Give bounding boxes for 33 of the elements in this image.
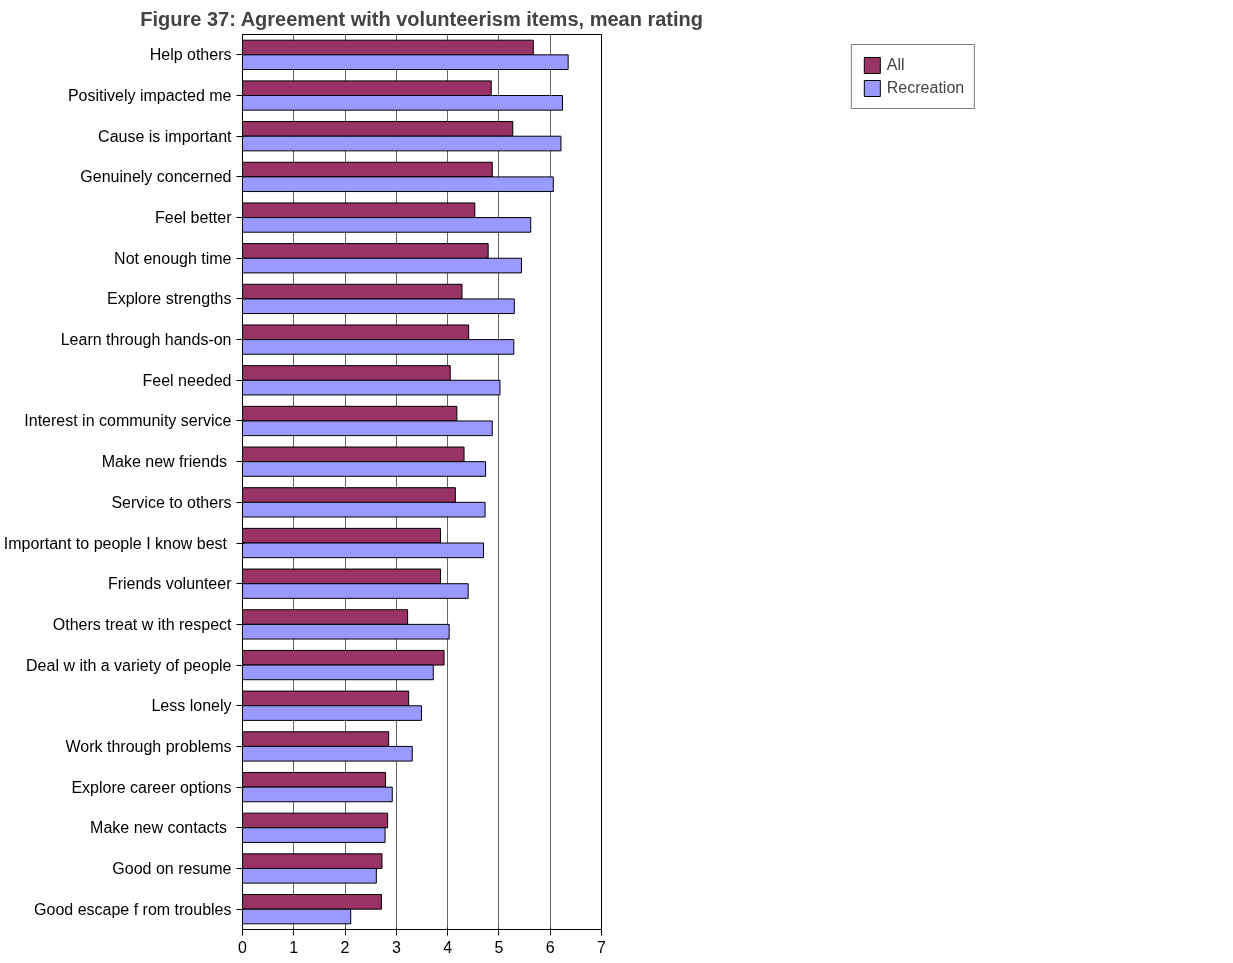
y-tick-label: Help others (149, 46, 232, 64)
y-tick-label: Genuinely concerned (80, 168, 232, 186)
y-tick-label: Cause is important (98, 127, 233, 145)
y-tick-label: Make new friends (101, 453, 228, 471)
legend-label: Recreation (886, 79, 965, 97)
y-tick-label: Not enough time (114, 249, 232, 267)
legend-label: All (886, 56, 906, 74)
x-tick-label: 1 (289, 938, 299, 956)
x-tick-label: 6 (545, 938, 555, 956)
y-tick-label: Service to others (111, 493, 232, 511)
y-tick-label: Feel better (155, 209, 233, 227)
y-tick-label: Less lonely (151, 697, 232, 715)
y-tick-label: Others treat w ith respect (52, 615, 233, 633)
x-tick-label: 4 (443, 938, 453, 956)
y-tick-label: Explore strengths (106, 290, 232, 308)
x-tick-label: 5 (494, 938, 504, 956)
y-tick-label: Deal w ith a variety of people (26, 656, 232, 674)
y-tick-label: Learn through hands-on (60, 331, 232, 349)
y-tick-label: Make new contacts (90, 819, 228, 837)
y-tick-label: Positively impacted me (67, 87, 232, 105)
chart-title: Figure 37: Agreement with volunteerism items, mean rating (140, 7, 703, 30)
y-tick-label: Good on resume (112, 859, 232, 877)
y-tick-label: Interest in community service (24, 412, 232, 430)
y-tick-label: Feel needed (142, 371, 232, 389)
y-tick-label: Good escape f rom troubles (34, 900, 232, 918)
x-tick-label: 0 (238, 938, 248, 956)
x-tick-label: 2 (340, 938, 350, 956)
y-tick-label: Work through problems (65, 737, 232, 755)
y-tick-label: Important to people I know best (3, 534, 228, 552)
y-tick-label: Explore career options (71, 778, 232, 796)
y-tick-label: Friends volunteer (107, 575, 233, 593)
x-tick-label: 7 (597, 938, 607, 956)
x-tick-label: 3 (391, 938, 401, 956)
